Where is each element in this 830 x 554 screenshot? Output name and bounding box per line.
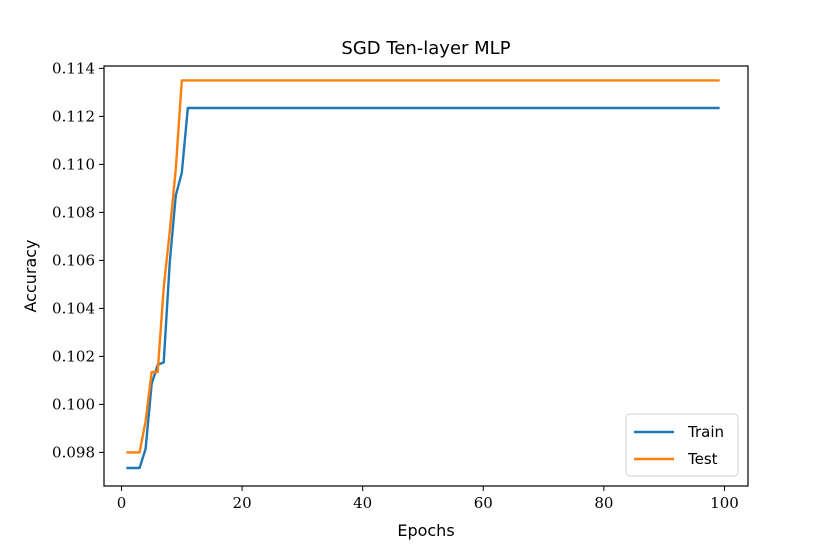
y-tick-label: 0.108 — [52, 203, 95, 221]
series-line-train — [126, 106, 720, 470]
legend-label-test: Test — [687, 450, 718, 468]
x-axis-ticks: 0 20 40 60 80 100 — [117, 486, 739, 512]
x-axis-label: Epochs — [397, 521, 454, 540]
y-tick-label: 0.102 — [52, 347, 95, 365]
x-tick-label: 100 — [710, 494, 739, 512]
y-tick-label: 0.098 — [52, 443, 95, 461]
series-layer — [126, 79, 720, 470]
y-axis-ticks: 0.098 0.100 0.102 0.104 0.106 0.108 0.110 0.112… — [52, 59, 104, 461]
x-tick-label: 60 — [474, 494, 493, 512]
legend-items: Train Test — [634, 423, 724, 468]
y-tick-label: 0.106 — [52, 251, 95, 269]
y-tick-label: 0.110 — [52, 155, 95, 173]
y-tick-label: 0.112 — [52, 107, 95, 125]
y-axis-label: Accuracy — [21, 239, 40, 312]
plot-area — [103, 65, 749, 487]
x-tick-label: 0 — [117, 494, 127, 512]
chart-title: SGD Ten-layer MLP — [341, 38, 510, 59]
y-tick-label: 0.100 — [52, 395, 95, 413]
y-tick-label: 0.114 — [52, 59, 95, 77]
x-tick-label: 20 — [233, 494, 252, 512]
series-line-test — [126, 79, 720, 454]
x-tick-label: 80 — [594, 494, 613, 512]
legend-box — [625, 413, 739, 477]
legend-label-train: Train — [687, 423, 724, 441]
x-tick-label: 40 — [353, 494, 372, 512]
legend: Train Test — [625, 413, 739, 477]
y-tick-label: 0.104 — [52, 299, 95, 317]
